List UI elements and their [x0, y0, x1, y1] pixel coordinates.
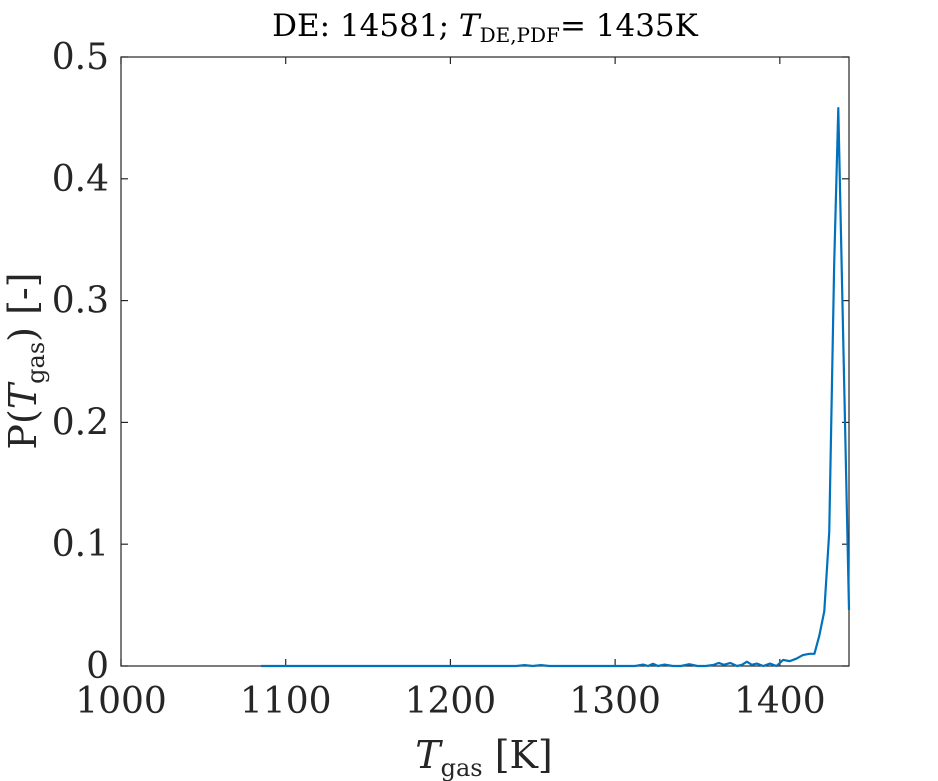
x-tick-label: 1200	[405, 681, 497, 722]
y-tick-label: 0.3	[52, 281, 109, 322]
series-line	[261, 107, 851, 668]
tick-labels: 1000 1100 1200 1300 1400 0 0.1 0.2 0.3 0.4 0.5	[52, 37, 826, 722]
x-tick-label: 1300	[569, 681, 661, 722]
x-axis-label: Tgas [K]	[415, 733, 552, 781]
x-tick-label: 1100	[240, 681, 332, 722]
y-tick-label: 0.1	[52, 524, 109, 565]
y-tick-label: 0	[86, 646, 109, 687]
plot-frame	[120, 56, 850, 667]
y-axis-label: P(Tgas) [-]	[1, 272, 50, 449]
chart-title: DE: 14581; TDE,PDF= 1435K	[272, 8, 698, 47]
x-tick-label: 1000	[75, 681, 167, 722]
y-tick-label: 0.4	[52, 159, 109, 200]
x-tick-label: 1400	[734, 681, 826, 722]
y-tick-label: 0.5	[52, 37, 109, 78]
axis-ticks	[120, 56, 849, 667]
y-tick-label: 0.2	[52, 402, 109, 443]
data-series	[261, 107, 851, 668]
plot-axes	[120, 56, 850, 667]
